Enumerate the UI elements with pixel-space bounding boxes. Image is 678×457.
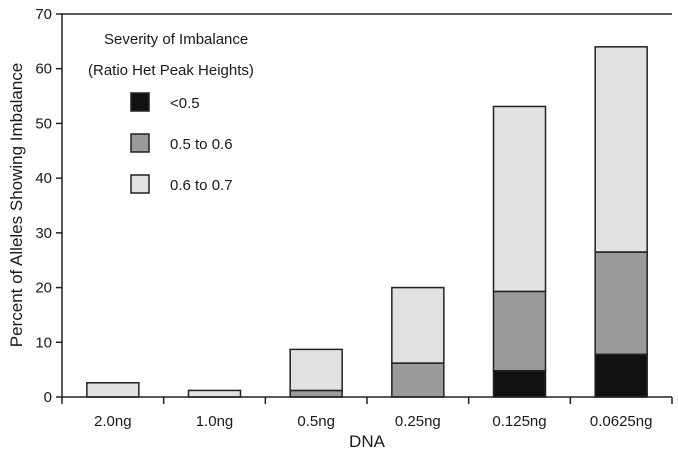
x-tick-label: 0.5ng bbox=[297, 413, 335, 430]
x-tick-label: 0.125ng bbox=[492, 413, 546, 430]
bar-segment-3 bbox=[289, 348, 343, 392]
legend-label: 0.5 to 0.6 bbox=[170, 136, 233, 153]
legend-label: 0.6 to 0.7 bbox=[170, 177, 233, 194]
legend-title-line2: (Ratio Het Peak Heights) bbox=[88, 62, 254, 79]
y-tick-label: 30 bbox=[35, 225, 52, 242]
y-tick-label: 60 bbox=[35, 61, 52, 78]
legend-swatch bbox=[130, 133, 150, 153]
bar-segment-3 bbox=[187, 389, 242, 398]
x-tick-label: 1.0ng bbox=[196, 413, 234, 430]
y-tick-label: 10 bbox=[35, 334, 52, 351]
y-tick-label: 20 bbox=[35, 280, 52, 297]
bar-segment-1 bbox=[594, 353, 648, 398]
bar-segment-2 bbox=[391, 362, 445, 398]
bar-segment-3 bbox=[391, 286, 445, 364]
bar-segment-3 bbox=[86, 382, 140, 398]
y-tick-label: 0 bbox=[44, 389, 52, 406]
bars-group bbox=[86, 46, 648, 398]
x-tick-label: 0.0625ng bbox=[590, 413, 653, 430]
bar-segment-2 bbox=[594, 251, 648, 356]
bar-segment-2 bbox=[492, 290, 547, 372]
y-ticks-group: 0 10 20 30 40 50 60 70 bbox=[35, 6, 62, 406]
bar-segment-3 bbox=[492, 105, 547, 293]
y-tick-label: 50 bbox=[35, 115, 52, 132]
legend-swatch bbox=[130, 174, 150, 194]
legend-items: <0.5 0.5 to 0.6 0.6 to 0.7 bbox=[130, 92, 233, 194]
x-axis-title: DNA bbox=[349, 432, 386, 451]
legend-label: <0.5 bbox=[170, 95, 200, 112]
x-tick-label: 0.25ng bbox=[395, 413, 441, 430]
y-tick-label: 40 bbox=[35, 170, 52, 187]
legend-title-line1: Severity of Imbalance bbox=[104, 31, 248, 48]
y-axis-title: Percent of Alleles Showing Imbalance bbox=[7, 63, 26, 347]
bar-segment-1 bbox=[492, 369, 547, 398]
y-tick-label: 70 bbox=[35, 6, 52, 23]
x-ticks-group: 2.0ng 1.0ng 0.5ng 0.25ng 0.125ng 0.0625ng bbox=[61, 397, 673, 430]
x-tick-label: 2.0ng bbox=[94, 413, 132, 430]
legend-swatch bbox=[130, 92, 150, 112]
bar-segment-2 bbox=[289, 389, 343, 398]
legend: Severity of Imbalance (Ratio Het Peak He… bbox=[88, 31, 254, 194]
bar-segment-3 bbox=[594, 46, 648, 253]
